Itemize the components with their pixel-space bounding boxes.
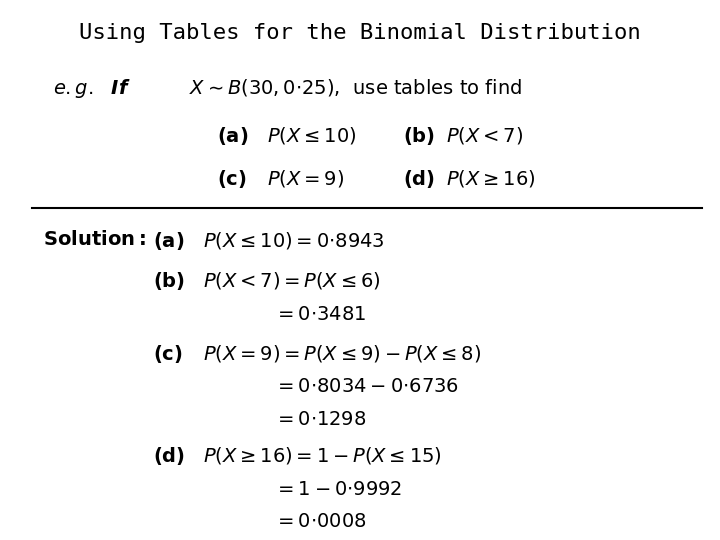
Text: $= 0{\cdot}0008$: $= 0{\cdot}0008$ — [274, 512, 367, 531]
Text: $P(X < 7) = P(X \leq 6)$: $P(X < 7) = P(X \leq 6)$ — [203, 270, 381, 291]
Text: $P(X \leq 10) = 0{\cdot}8943$: $P(X \leq 10) = 0{\cdot}8943$ — [203, 230, 384, 251]
Text: $e.g.$  If: $e.g.$ If — [53, 77, 131, 99]
Text: $P(X \leq 10)$: $P(X \leq 10)$ — [267, 125, 356, 146]
Text: $\mathbf{(a)}$: $\mathbf{(a)}$ — [217, 125, 248, 147]
Text: $P(X < 7)$: $P(X < 7)$ — [446, 125, 523, 146]
Text: Using Tables for the Binomial Distribution: Using Tables for the Binomial Distributi… — [79, 23, 641, 43]
Text: $= 0{\cdot}1298$: $= 0{\cdot}1298$ — [274, 410, 367, 429]
Text: $= 1 - 0{\cdot}9992$: $= 1 - 0{\cdot}9992$ — [274, 480, 402, 498]
Text: $X \sim B(30, 0{\cdot}25)$,  use tables to find: $X \sim B(30, 0{\cdot}25)$, use tables t… — [189, 77, 522, 98]
Text: $= 0{\cdot}8034 - 0{\cdot}6736$: $= 0{\cdot}8034 - 0{\cdot}6736$ — [274, 377, 459, 396]
Text: $P(X \geq 16) = 1 - P(X \leq 15)$: $P(X \geq 16) = 1 - P(X \leq 15)$ — [203, 444, 442, 465]
Text: $P(X = 9) = P(X \leq 9) - P(X \leq 8)$: $P(X = 9) = P(X \leq 9) - P(X \leq 8)$ — [203, 342, 481, 363]
Text: $= 0{\cdot}3481$: $= 0{\cdot}3481$ — [274, 305, 366, 324]
Text: $\mathbf{(d)}$: $\mathbf{(d)}$ — [153, 444, 185, 467]
Text: $\mathbf{Solution:}$: $\mathbf{Solution:}$ — [42, 230, 145, 249]
Text: $\mathbf{(a)}$: $\mathbf{(a)}$ — [153, 230, 184, 252]
Text: $\mathbf{(c)}$: $\mathbf{(c)}$ — [153, 342, 183, 365]
Text: $\mathbf{(d)}$: $\mathbf{(d)}$ — [402, 168, 435, 190]
Text: $P(X \geq 16)$: $P(X \geq 16)$ — [446, 168, 535, 189]
Text: $\mathbf{(b)}$: $\mathbf{(b)}$ — [402, 125, 435, 147]
Text: $P(X = 9)$: $P(X = 9)$ — [267, 168, 344, 189]
Text: $\mathbf{(b)}$: $\mathbf{(b)}$ — [153, 270, 185, 292]
Text: $\mathbf{(c)}$: $\mathbf{(c)}$ — [217, 168, 247, 190]
